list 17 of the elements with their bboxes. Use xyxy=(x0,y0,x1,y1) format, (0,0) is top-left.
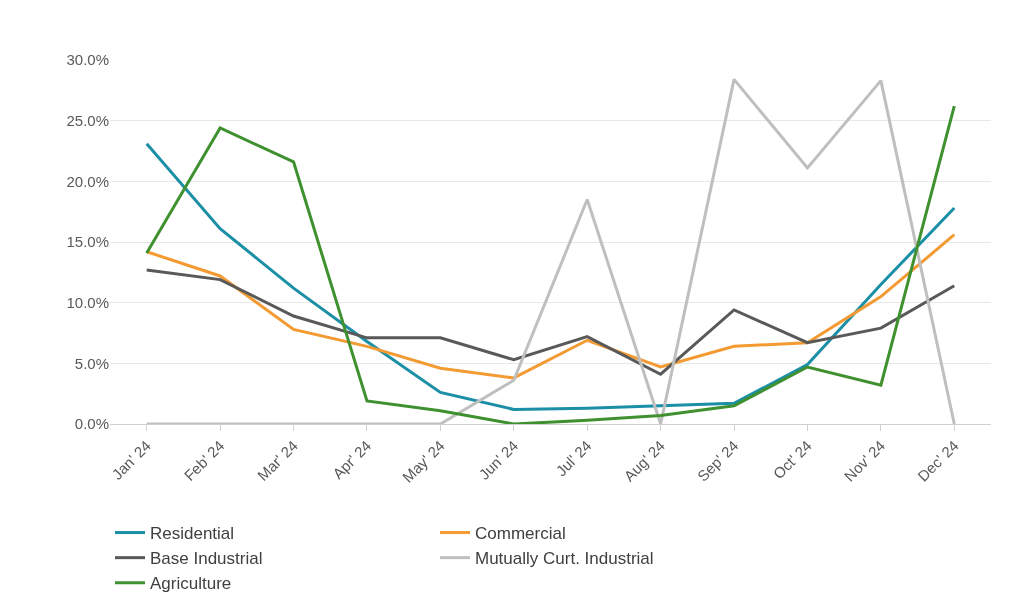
legend-label: Commercial xyxy=(475,524,566,544)
legend-label: Agriculture xyxy=(150,574,232,594)
x-tick-label: Jan' 24 xyxy=(108,436,155,483)
x-tick-label: Jul' 24 xyxy=(552,436,595,480)
legend-label: Mutually Curt. Industrial xyxy=(475,549,654,569)
y-tick-label: 0.0% xyxy=(74,415,109,433)
y-tick-label: 10.0% xyxy=(66,293,109,311)
y-tick-label: 5.0% xyxy=(74,354,109,372)
y-tick-label: 15.0% xyxy=(66,233,109,251)
x-tick-label: Apr' 24 xyxy=(329,436,375,483)
x-tick-label: Oct' 24 xyxy=(769,436,815,483)
legend-label: Residential xyxy=(150,524,235,544)
x-tick-label: Jun' 24 xyxy=(475,436,522,483)
y-tick-label: 30.0% xyxy=(66,51,109,69)
y-tick-label: 25.0% xyxy=(66,111,109,129)
y-tick-label: 20.0% xyxy=(66,172,109,190)
legend-label: Base Industrial xyxy=(150,549,263,569)
